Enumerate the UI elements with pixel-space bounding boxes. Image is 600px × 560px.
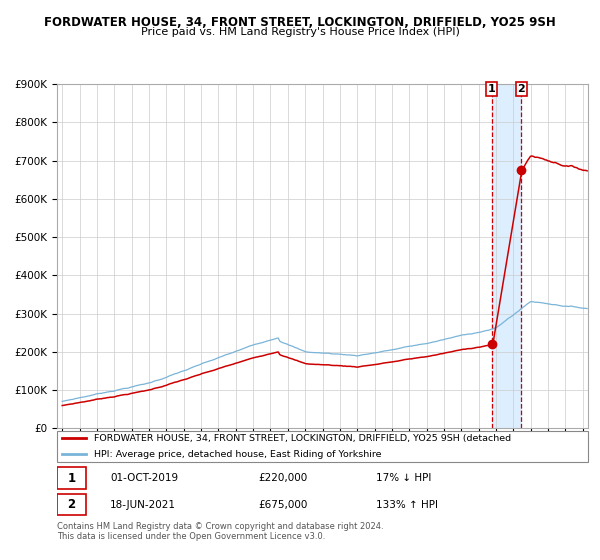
Bar — [57, 494, 86, 515]
Bar — [57, 468, 86, 489]
Text: FORDWATER HOUSE, 34, FRONT STREET, LOCKINGTON, DRIFFIELD, YO25 9SH: FORDWATER HOUSE, 34, FRONT STREET, LOCKI… — [44, 16, 556, 29]
Text: 1: 1 — [488, 84, 496, 94]
Text: 01-OCT-2019: 01-OCT-2019 — [110, 473, 178, 483]
Text: HPI: Average price, detached house, East Riding of Yorkshire: HPI: Average price, detached house, East… — [94, 450, 382, 459]
Text: £675,000: £675,000 — [259, 500, 308, 510]
Text: 133% ↑ HPI: 133% ↑ HPI — [376, 500, 437, 510]
Text: 2: 2 — [67, 498, 76, 511]
Text: 17% ↓ HPI: 17% ↓ HPI — [376, 473, 431, 483]
Text: 2: 2 — [517, 84, 525, 94]
Text: 1: 1 — [67, 472, 76, 484]
Text: Contains HM Land Registry data © Crown copyright and database right 2024.
This d: Contains HM Land Registry data © Crown c… — [57, 522, 383, 542]
Text: £220,000: £220,000 — [259, 473, 308, 483]
Text: FORDWATER HOUSE, 34, FRONT STREET, LOCKINGTON, DRIFFIELD, YO25 9SH (detached: FORDWATER HOUSE, 34, FRONT STREET, LOCKI… — [94, 434, 511, 443]
Text: 18-JUN-2021: 18-JUN-2021 — [110, 500, 176, 510]
Bar — [491, 84, 521, 428]
Text: Price paid vs. HM Land Registry's House Price Index (HPI): Price paid vs. HM Land Registry's House … — [140, 27, 460, 37]
